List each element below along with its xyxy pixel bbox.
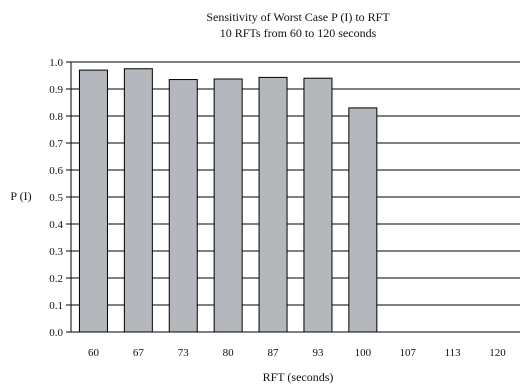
y-axis-label: P (I) — [10, 189, 31, 203]
bars — [78, 68, 378, 333]
y-tick-label: 0.8 — [49, 111, 63, 123]
x-tick-label: 67 — [133, 347, 145, 359]
y-tick-label: 0.2 — [49, 273, 63, 285]
x-tick-label: 120 — [489, 347, 506, 359]
y-tick-label: 0.1 — [49, 300, 63, 312]
x-tick-labels: 60 67 73 80 87 93 100 107 113 120 — [88, 347, 506, 359]
bar-80 — [213, 78, 243, 333]
y-tick-label: 1.0 — [49, 57, 63, 69]
x-tick-label: 60 — [88, 347, 100, 359]
bar-87 — [258, 76, 288, 333]
bar-100 — [348, 107, 378, 333]
bar-60 — [78, 69, 108, 333]
y-tick-label: 0.0 — [49, 327, 63, 339]
y-tick-label: 0.5 — [49, 192, 63, 204]
y-tick-labels: 0.0 0.1 0.2 0.3 0.4 0.5 0.6 0.7 0.8 0.9 1.0 — [49, 57, 63, 339]
y-tick-label: 0.9 — [49, 84, 63, 96]
y-tick-label: 0.4 — [49, 219, 63, 231]
x-tick-label: 80 — [223, 347, 235, 359]
x-axis-label: RFT (seconds) — [263, 370, 334, 384]
chart-subtitle: 10 RFTs from 60 to 120 seconds — [220, 26, 377, 40]
y-tick-label: 0.6 — [49, 165, 63, 177]
x-tick-label: 107 — [400, 347, 417, 359]
x-tick-label: 93 — [312, 347, 324, 359]
x-tick-label: 100 — [355, 347, 372, 359]
bar-93 — [303, 77, 333, 333]
chart-title: Sensitivity of Worst Case P (I) to RFT — [206, 10, 390, 24]
x-tick-label: 73 — [178, 347, 190, 359]
bar-67 — [123, 68, 153, 333]
y-tick-label: 0.3 — [49, 246, 63, 258]
x-tick-label: 87 — [268, 347, 280, 359]
y-tick-label: 0.7 — [49, 138, 63, 150]
x-tick-label: 113 — [445, 347, 462, 359]
bar-73 — [168, 79, 198, 333]
